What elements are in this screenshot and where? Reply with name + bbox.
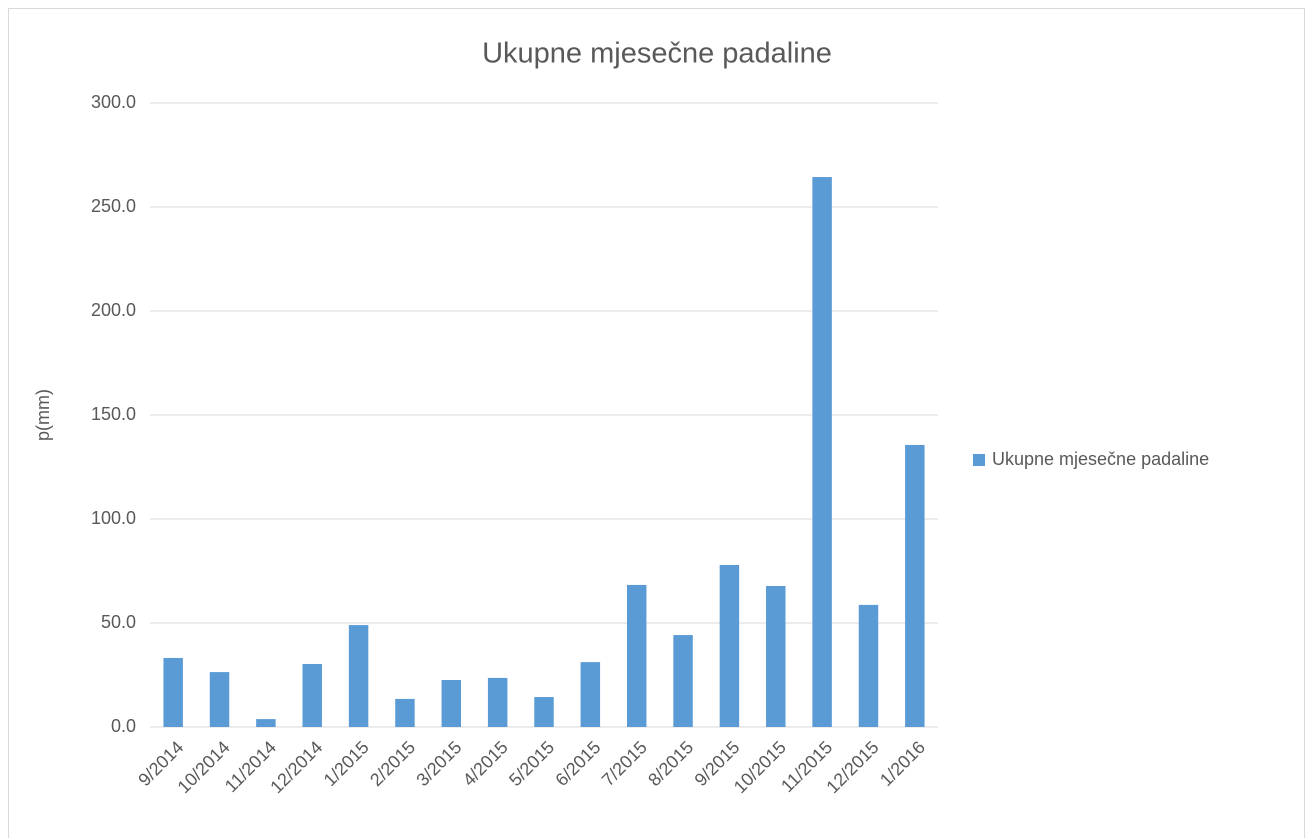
bar bbox=[302, 663, 322, 727]
bar bbox=[209, 672, 230, 727]
y-tick-label: 200.0 bbox=[91, 300, 136, 320]
bar bbox=[348, 625, 369, 727]
legend-label: Ukupne mjesečne padaline bbox=[992, 449, 1209, 469]
bar bbox=[626, 584, 647, 727]
y-tick-label: 0.0 bbox=[111, 716, 136, 736]
bar bbox=[905, 444, 925, 727]
y-axis-label: p(mm) bbox=[33, 389, 53, 441]
y-tick-label: 150.0 bbox=[91, 404, 136, 424]
bar bbox=[534, 697, 554, 727]
bar bbox=[766, 585, 786, 727]
y-tick-label: 300.0 bbox=[91, 92, 136, 112]
bar bbox=[580, 662, 601, 727]
bar bbox=[441, 679, 462, 727]
bar bbox=[719, 564, 740, 727]
bar bbox=[673, 635, 693, 727]
legend-swatch bbox=[973, 454, 985, 466]
bar bbox=[163, 657, 183, 727]
bar bbox=[812, 177, 832, 728]
chart-border bbox=[8, 8, 1305, 838]
y-tick-label: 250.0 bbox=[91, 196, 136, 216]
bar bbox=[395, 698, 415, 727]
chart-title: Ukupne mjesečne padaline bbox=[482, 38, 832, 70]
bar bbox=[256, 719, 276, 727]
bar bbox=[487, 677, 508, 727]
y-tick-label: 50.0 bbox=[101, 612, 136, 632]
bar bbox=[858, 604, 879, 727]
y-tick-label: 100.0 bbox=[91, 508, 136, 528]
